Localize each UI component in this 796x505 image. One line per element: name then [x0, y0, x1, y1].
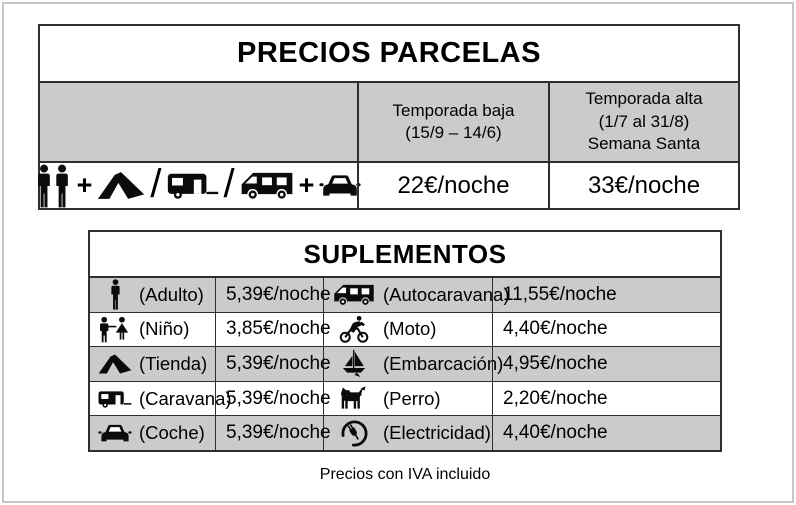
high-season-dates: (1/7 al 31/8)	[598, 111, 690, 131]
parcela-price-high: 33€/noche	[548, 163, 738, 208]
item-tienda: (Tienda)	[90, 347, 216, 381]
electricity-icon	[340, 420, 368, 447]
item-label: (Adulto)	[139, 283, 204, 305]
dog-icon	[341, 386, 366, 409]
caravan-icon	[167, 173, 218, 199]
item-label: (Coche)	[139, 422, 205, 444]
two-people-icon	[37, 164, 68, 207]
suplemento-row-tienda-embarcacion: (Tienda) 5,39€/noche (Embarcación) 4,95€…	[90, 347, 720, 382]
item-label: (Tienda)	[139, 352, 208, 374]
parcelas-header-low-season: Temporada baja (15/9 – 14/6)	[357, 83, 548, 161]
item-electricidad: (Electricidad)	[324, 416, 493, 450]
item-coche: (Coche)	[90, 416, 216, 450]
low-season-label: Temporada baja	[392, 100, 515, 120]
suplementos-table: SUPLEMENTOS (Adulto) 5,39€/noche	[88, 230, 722, 452]
item-label: (Autocaravana)	[383, 283, 510, 305]
item-price: 11,55€/noche	[503, 283, 617, 305]
parcelas-header-empty-cell	[40, 83, 357, 161]
suplementos-title: SUPLEMENTOS	[90, 232, 720, 278]
slash-separator: /	[223, 161, 235, 206]
parcelas-header-row: Temporada baja (15/9 – 14/6) Temporada a…	[40, 83, 738, 163]
suplemento-row-caravana-perro: (Caravana) 5,39€/noche (Perro) 2,20€/noc…	[90, 381, 720, 417]
item-label: (Caravana)	[139, 387, 232, 409]
item-price: 5,39€/noche	[216, 416, 331, 450]
item-price: 2,20€/noche	[503, 387, 608, 409]
item-perro: (Perro)	[324, 381, 493, 416]
item-moto: (Moto)	[324, 312, 493, 347]
motorhome-icon	[334, 284, 374, 305]
item-price: 4,40€/noche	[503, 422, 608, 444]
boat-icon	[342, 349, 366, 377]
parcelas-header-high-season: Temporada alta (1/7 al 31/8) Semana Sant…	[548, 83, 738, 161]
item-price: 3,85€/noche	[216, 312, 331, 347]
item-label: (Niño)	[139, 318, 190, 340]
item-price: 5,39€/noche	[216, 381, 331, 416]
motorhome-icon	[241, 172, 292, 199]
suplemento-row-coche-electricidad: (Coche) 5,39€/noche (Electricidad) 4,40€…	[90, 416, 720, 450]
adult-icon	[110, 279, 120, 310]
item-adulto: (Adulto)	[90, 278, 216, 312]
parcelas-items-cell: + / /	[37, 163, 361, 208]
item-label: (Perro)	[383, 387, 441, 409]
parcela-price-low: 22€/noche	[357, 163, 548, 208]
tent-icon	[98, 354, 132, 374]
item-price: 4,95€/noche	[503, 352, 608, 374]
item-autocaravana: (Autocaravana)	[324, 278, 509, 312]
item-caravana: (Caravana)	[90, 381, 232, 416]
plus-separator: +	[76, 170, 93, 200]
plus-separator: +	[298, 170, 315, 200]
caravan-icon	[98, 390, 132, 408]
item-price: 5,39€/noche	[216, 278, 331, 312]
item-price: 4,40€/noche	[503, 318, 608, 340]
item-label: (Embarcación)	[383, 352, 504, 374]
item-label: (Electricidad)	[383, 422, 491, 444]
item-price: 5,39€/noche	[216, 347, 331, 381]
item-embarcacion: (Embarcación)	[324, 347, 503, 381]
car-icon	[319, 174, 361, 196]
iva-note: Precios con IVA incluido	[319, 466, 491, 483]
suplemento-row-adulto-autocaravana: (Adulto) 5,39€/noche (Autocaravana) 11,5…	[90, 278, 720, 313]
motorbike-icon	[339, 316, 369, 344]
slash-separator: /	[150, 161, 162, 206]
item-nino: (Niño)	[90, 312, 216, 347]
suplemento-row-nino-moto: (Niño) 3,85€/noche (Moto) 4,40€/noche	[90, 312, 720, 348]
high-season-label: Temporada alta	[585, 89, 703, 109]
parcelas-title: PRECIOS PARCELAS	[40, 26, 738, 83]
car-icon	[98, 424, 132, 441]
tent-icon	[98, 172, 145, 199]
item-label: (Moto)	[383, 318, 437, 340]
parcelas-table: PRECIOS PARCELAS Temporada baja (15/9 – …	[37, 24, 740, 210]
high-season-extra: Semana Santa	[587, 134, 701, 154]
parcela-composition-icons: + / /	[34, 164, 364, 208]
children-icon	[100, 316, 129, 343]
low-season-dates: (15/9 – 14/6)	[405, 123, 502, 142]
parcelas-price-row: + / /	[37, 163, 738, 208]
